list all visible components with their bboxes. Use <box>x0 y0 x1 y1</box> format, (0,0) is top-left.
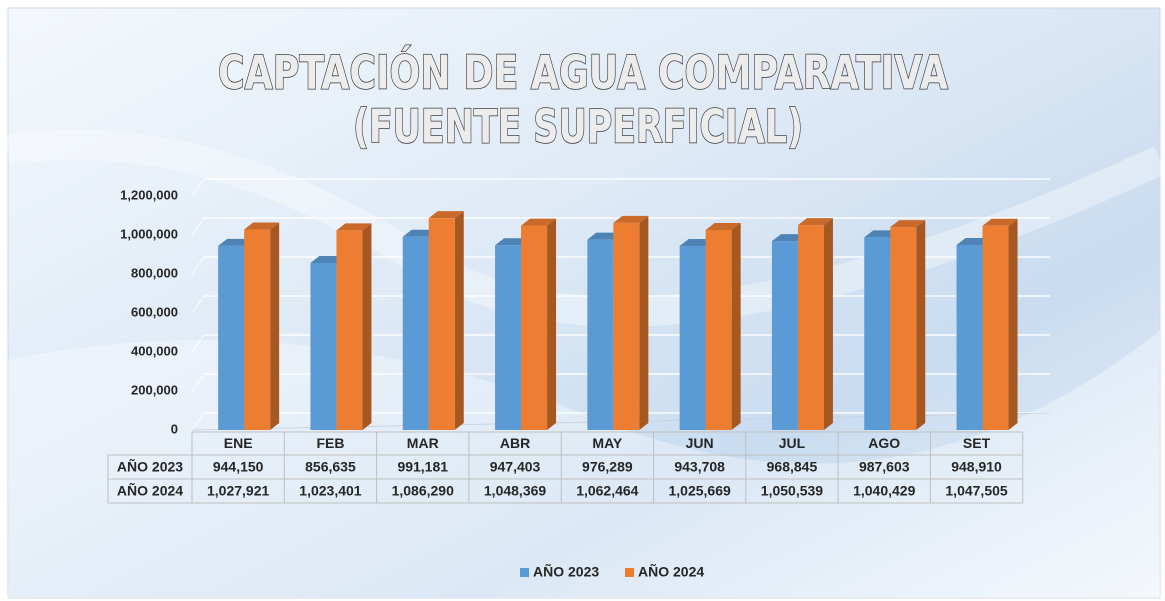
table-value: 1,050,539 <box>761 483 823 499</box>
bar-side <box>823 218 833 430</box>
x-tick-label: MAR <box>407 435 439 451</box>
bar-side <box>639 215 649 430</box>
grid-line <box>191 412 205 431</box>
bar-side <box>454 211 464 430</box>
x-tick-label: JUL <box>779 435 806 451</box>
x-tick-label: JUN <box>686 435 714 451</box>
bar <box>771 241 798 430</box>
x-tick-label: AGO <box>868 435 900 451</box>
table-value: 1,040,429 <box>853 483 915 499</box>
bar-side <box>731 222 741 430</box>
table-value: 947,403 <box>490 459 541 475</box>
bar <box>402 236 429 430</box>
bar <box>679 245 706 430</box>
table-value: 1,025,669 <box>669 483 731 499</box>
bar-side <box>916 220 926 430</box>
bar <box>864 237 891 430</box>
bar <box>587 239 614 430</box>
legend-label: AÑO 2024 <box>638 563 704 580</box>
table-value: 987,603 <box>859 459 910 475</box>
table-row-label: AÑO 2023 <box>117 458 183 475</box>
swoosh <box>8 330 1160 598</box>
grid-line <box>191 295 205 314</box>
bar <box>310 262 337 430</box>
y-tick-label: 400,000 <box>131 343 178 358</box>
bar <box>521 225 548 430</box>
bar-top <box>336 223 372 231</box>
y-tick-label: 600,000 <box>131 304 178 319</box>
table-value: 976,289 <box>582 459 633 475</box>
table-value: 991,181 <box>397 459 448 475</box>
bar <box>244 229 271 430</box>
bar-top <box>244 222 280 230</box>
legend-label: AÑO 2023 <box>533 563 599 580</box>
y-tick-label: 0 <box>171 421 178 436</box>
table-value: 1,023,401 <box>299 483 361 499</box>
grid-line <box>191 256 205 275</box>
bar <box>336 230 363 430</box>
x-tick-label: MAY <box>592 435 622 451</box>
table-value: 856,635 <box>305 459 356 475</box>
x-tick-label: FEB <box>316 435 344 451</box>
table-value: 1,048,369 <box>484 483 546 499</box>
bar <box>956 244 983 430</box>
table-value: 968,845 <box>767 459 818 475</box>
bar <box>890 227 917 430</box>
table-value: 944,150 <box>213 459 264 475</box>
bar-top <box>521 218 557 226</box>
grid-line <box>191 334 205 353</box>
x-tick-label: ABR <box>500 435 530 451</box>
bar-top <box>428 211 464 219</box>
legend-swatch <box>520 568 529 577</box>
legend-swatch <box>625 568 634 577</box>
y-tick-label: 800,000 <box>131 265 178 280</box>
bar-side <box>1008 218 1018 430</box>
x-tick-label: SET <box>963 435 991 451</box>
chart-title: (FUENTE SUPERFICIAL) <box>353 100 803 154</box>
y-tick-label: 1,200,000 <box>120 187 178 202</box>
bar-top <box>705 222 741 230</box>
table-value: 1,062,464 <box>576 483 638 499</box>
bar-top <box>890 220 926 228</box>
bar <box>495 245 522 430</box>
bar-top <box>982 218 1018 226</box>
bar <box>613 222 640 430</box>
y-tick-label: 200,000 <box>131 382 178 397</box>
bar <box>705 229 732 430</box>
table-row-label: AÑO 2024 <box>117 482 183 499</box>
table-value: 1,086,290 <box>392 483 454 499</box>
bar-top <box>613 215 649 223</box>
grid-line <box>191 178 205 197</box>
bar-side <box>362 223 372 430</box>
table-value: 943,708 <box>674 459 725 475</box>
table-value: 1,047,505 <box>945 483 1007 499</box>
bar-side <box>547 218 557 430</box>
chart-title: CAPTACIÓN DE AGUA COMPARATIVA <box>218 46 948 100</box>
grid-line <box>191 217 205 236</box>
bar <box>797 225 824 430</box>
y-tick-label: 1,000,000 <box>120 226 178 241</box>
bar <box>428 218 455 430</box>
x-tick-label: ENE <box>224 435 253 451</box>
table-value: 948,910 <box>951 459 1002 475</box>
bar-side <box>270 222 280 430</box>
bar <box>218 245 245 430</box>
grid-line <box>191 373 205 392</box>
bar <box>982 225 1009 430</box>
table-value: 1,027,921 <box>207 483 269 499</box>
bar-top <box>797 218 833 226</box>
